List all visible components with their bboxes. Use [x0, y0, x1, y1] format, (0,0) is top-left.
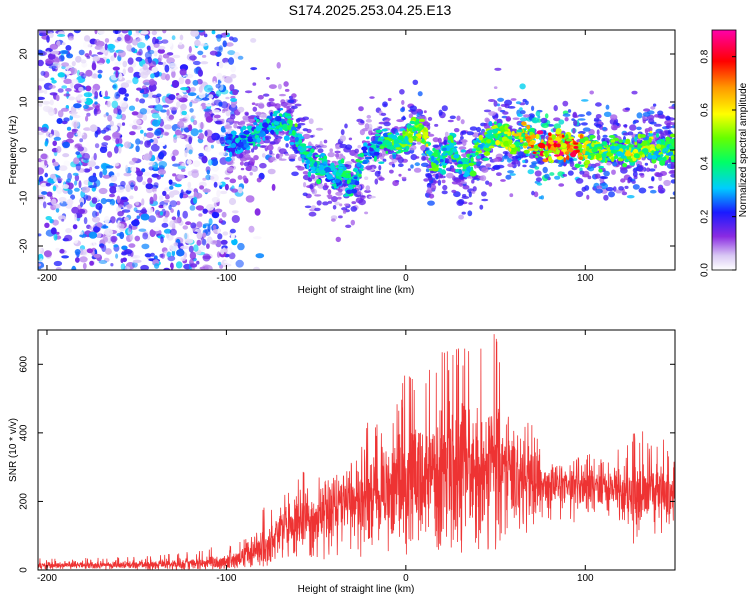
x-tick-label: 100: [577, 573, 594, 584]
y-tick-label: 200: [19, 493, 30, 510]
x-tick-label: 0: [403, 573, 409, 584]
x-tick-label: -100: [216, 273, 236, 284]
spectrogram-x-axis-label: Height of straight line (km): [298, 285, 415, 296]
colorbar-tick-label: 0.8: [700, 49, 711, 63]
x-tick-label: 100: [577, 273, 594, 284]
snr-panel: -200 -100 0 100 0 200 400 600 Height of straig…: [8, 329, 676, 595]
colorbar-tick-label: 0.2: [700, 209, 711, 223]
colorbar-ticks: 0.0 0.2 0.4 0.6 0.8: [700, 49, 736, 277]
spectrogram-heatmap: [38, 30, 675, 270]
y-tick-label: -20: [19, 238, 30, 253]
snr-y-ticks: 0 200 400 600: [19, 356, 675, 573]
spectrogram-y-ticks: -20 -10 0 10 20: [19, 48, 675, 253]
colorbar-tick-label: 0.4: [700, 156, 711, 170]
figure-title: S174.2025.253.04.25.E13: [289, 2, 452, 18]
y-tick-label: 400: [19, 424, 30, 441]
spectrogram-y-axis-label: Frequency (Hz): [8, 116, 19, 185]
y-tick-label: 20: [19, 48, 30, 60]
y-tick-label: 0: [19, 147, 30, 153]
snr-x-axis-label: Height of straight line (km): [298, 584, 415, 595]
snr-series-line: [38, 334, 675, 570]
spectrogram-x-ticks: -200 -100 0 100: [37, 30, 594, 284]
x-tick-label: -200: [37, 273, 57, 284]
x-tick-label: 0: [403, 273, 409, 284]
snr-x-ticks: -200 -100 0 100: [37, 330, 594, 584]
colorbar-gradient: [711, 29, 737, 271]
y-tick-label: 10: [19, 96, 30, 108]
y-tick-label: -10: [19, 190, 30, 205]
snr-frame: [37, 329, 676, 571]
x-tick-label: -200: [37, 573, 57, 584]
y-tick-label: 0: [19, 567, 30, 573]
colorbar: 0.0 0.2 0.4 0.6 0.8 Normalized spectral ampl…: [700, 29, 749, 277]
colorbar-tick-label: 0.6: [700, 103, 711, 117]
snr-y-axis-label: SNR (10 * v/v): [8, 418, 19, 482]
y-tick-label: 600: [19, 356, 30, 373]
colorbar-tick-label: 0.0: [700, 263, 711, 277]
x-tick-label: -100: [216, 573, 236, 584]
colorbar-label: Normalized spectral amplitude: [738, 82, 749, 217]
